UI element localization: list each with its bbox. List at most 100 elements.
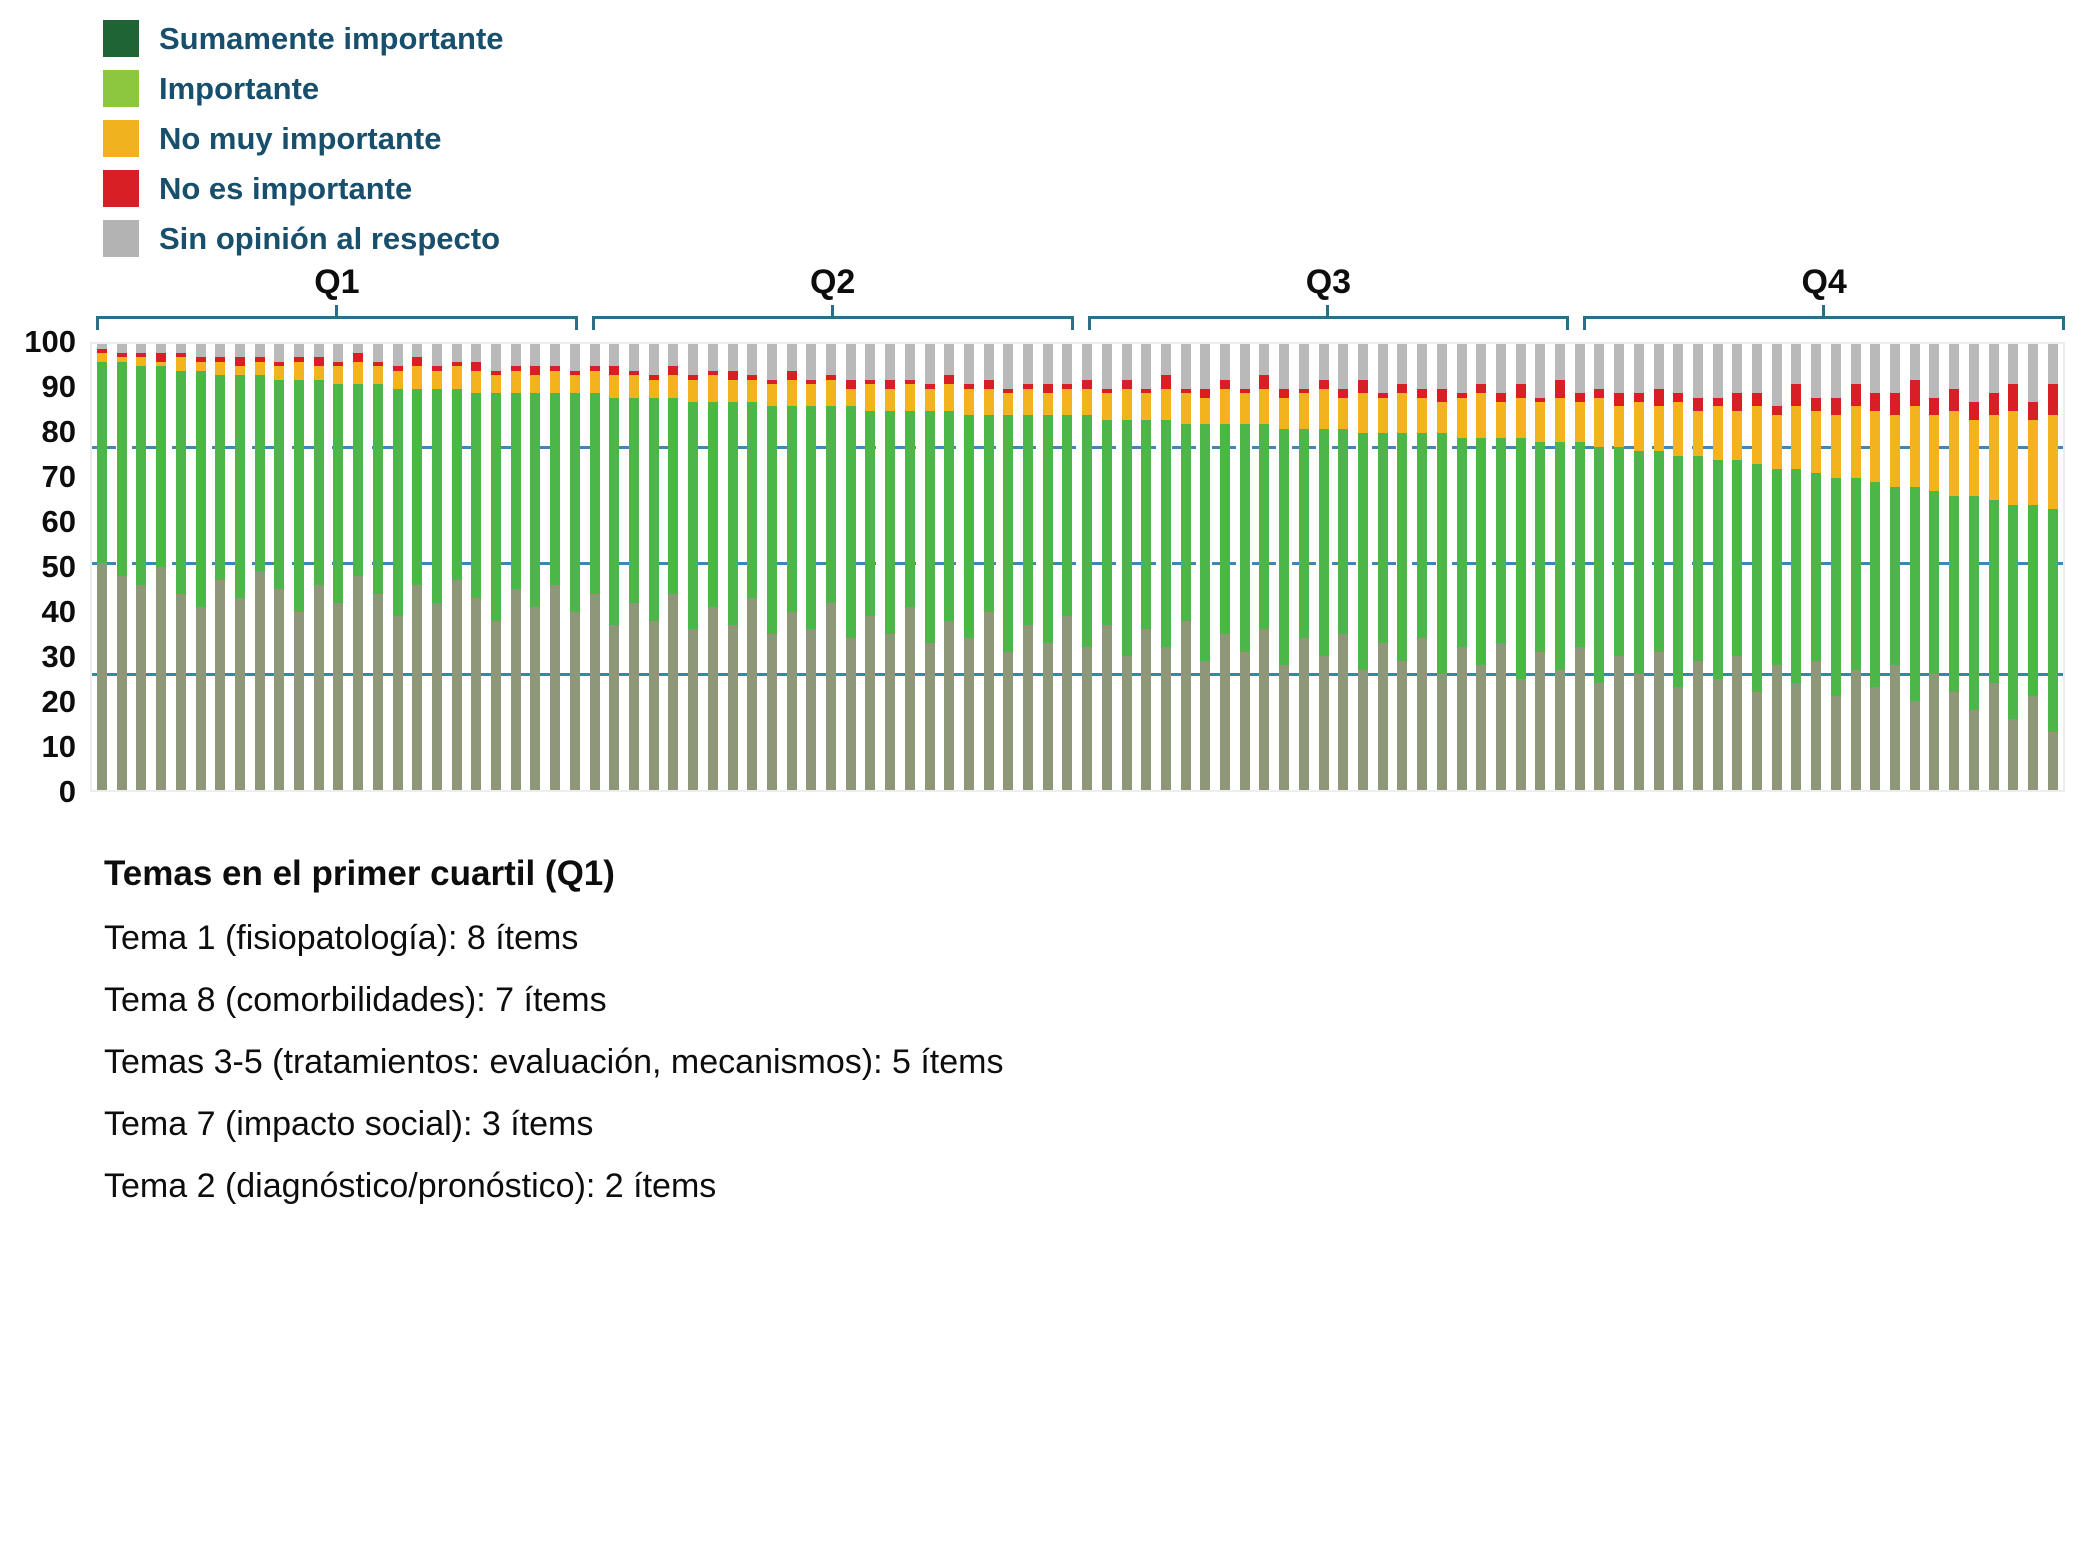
stacked-bar [156,344,167,790]
bar-segment-1 [392,388,403,617]
bar-segment-2 [1121,388,1132,420]
bar-segment-3 [1023,384,1034,389]
bar-segment-3 [1417,388,1428,398]
bar-segment-2 [1673,402,1684,456]
bar-segment-2 [1220,388,1231,425]
footer-line: Tema 7 (impacto social): 3 ítems [104,1105,594,1143]
stacked-bar [1358,344,1368,790]
stacked-bar [1850,344,1861,790]
bar-segment-2 [1318,388,1329,429]
bar-segment-0 [904,607,915,790]
bar-segment-3 [234,357,245,367]
stacked-bars [97,344,2058,790]
bar-segment-2 [688,379,699,402]
bar-segment-1 [1220,424,1231,634]
bar-segment-0 [1397,660,1408,790]
stacked-bar [412,344,423,790]
bar-segment-1 [1850,477,1861,670]
bar-segment-4 [2008,344,2019,385]
bar-segment-3 [1318,379,1329,389]
bar-segment-2 [1082,388,1093,416]
bar-segment-0 [1101,624,1112,790]
stacked-bar [963,344,974,790]
bar-segment-4 [904,344,915,380]
bar-segment-3 [786,370,797,380]
bar-segment-4 [550,344,561,367]
bar-segment-3 [1692,397,1703,411]
bar-segment-2 [1338,397,1349,429]
bar-segment-1 [510,393,521,590]
bar-segment-3 [1850,384,1861,407]
bar-segment-1 [1889,486,1900,666]
bar-segment-4 [215,344,226,358]
y-axis: 0 10 20 30 40 50 60 70 80 90 100 [8,326,90,808]
bar-segment-4 [668,344,679,367]
bar-segment-4 [1495,344,1506,394]
bar-segment-2 [333,366,344,385]
bar-segment-1 [589,393,600,594]
bar-segment-3 [1633,393,1644,402]
bar-segment-3 [1397,384,1408,394]
bar-segment-2 [1023,388,1034,416]
bar-segment-0 [1318,656,1329,790]
bar-segment-1 [116,361,127,576]
bar-segment-2 [254,361,265,376]
bar-segment-0 [1791,682,1802,790]
bar-segment-1 [1495,437,1506,643]
bar-segment-0 [1417,638,1428,790]
bar-segment-3 [1673,393,1684,402]
stacked-bar [1180,344,1191,790]
legend-swatch-gray [103,220,139,257]
bar-segment-0 [865,616,876,790]
reference-line-25.5 [92,673,2063,677]
bar-segment-1 [1141,419,1152,630]
stacked-bar [569,344,580,790]
bar-segment-4 [2027,344,2038,403]
stacked-bar [1752,344,1763,790]
bar-segment-1 [668,397,679,594]
bar-segment-3 [1180,388,1191,394]
bar-segment-2 [1752,406,1763,465]
bar-segment-0 [1476,665,1487,790]
bar-segment-0 [156,567,167,790]
bar-segment-1 [1594,446,1605,683]
reference-line-50.5 [92,561,2063,565]
stacked-bar [1220,344,1231,790]
bar-segment-2 [1377,397,1388,434]
bar-segment-3 [333,361,344,367]
bar-segment-0 [2008,718,2019,790]
bar-segment-4 [1771,344,1782,407]
bar-segment-0 [1653,651,1664,790]
bar-segment-3 [1436,388,1447,402]
bar-segment-3 [668,366,679,376]
legend-swatch-light-green [103,70,139,107]
bar-segment-2 [1535,402,1546,443]
bar-segment-4 [1417,344,1428,389]
bar-segment-4 [1653,344,1664,389]
bar-segment-3 [294,357,305,362]
bar-segment-1 [1417,433,1428,639]
stacked-bar [1082,344,1093,790]
bar-segment-4 [1889,344,1900,394]
bar-segment-0 [1811,660,1822,790]
bar-segment-4 [1594,344,1605,389]
y-tick-label: 90 [41,369,76,404]
bar-segment-0 [412,584,423,790]
footer-line: Temas 3-5 (tratamientos: evaluación, mec… [104,1043,1004,1081]
bar-segment-1 [431,388,442,603]
bar-segment-1 [845,406,856,639]
bar-segment-2 [215,361,226,376]
stacked-bar [1318,344,1329,790]
legend-swatch-dark-green [103,20,139,57]
bar-segment-3 [274,361,285,367]
bar-segment-3 [1476,384,1487,394]
bar-segment-4 [747,344,758,376]
bar-segment-3 [1594,388,1605,398]
bar-segment-3 [550,366,561,371]
stacked-bar [1003,344,1014,790]
bar-segment-3 [865,379,876,385]
bar-segment-3 [1495,393,1506,402]
bar-segment-1 [274,379,285,590]
bar-segment-1 [372,384,383,594]
bar-segment-0 [431,602,442,790]
